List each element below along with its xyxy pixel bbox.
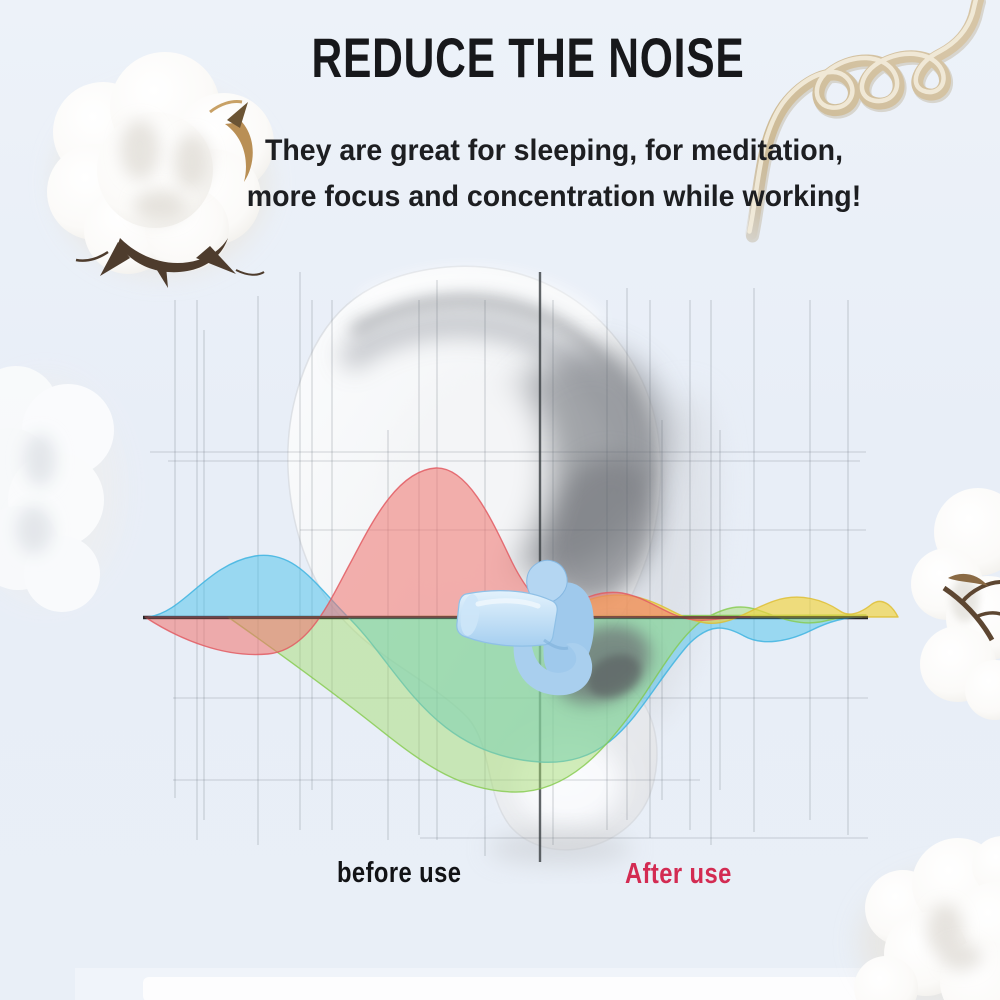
wave-green	[227, 606, 867, 793]
page-title: REDUCE THE NOISE	[311, 26, 745, 89]
subtitle-line-2: more focus and concentration while worki…	[246, 180, 862, 213]
earplug	[456, 559, 650, 703]
cotton-bracts	[75, 100, 265, 288]
bottom-card-edge	[75, 968, 893, 1000]
subtitle: They are great for sleeping, for meditat…	[79, 128, 1000, 220]
cotton-boll-top-left-icon	[47, 52, 274, 288]
earplug-flange-top	[526, 559, 568, 603]
curled-ribbon-icon	[745, 0, 986, 243]
earplug-flange-curl	[513, 626, 593, 696]
wave-red	[144, 467, 751, 656]
cotton-boll-right-icon	[911, 488, 1000, 720]
cotton-balls-left-icon	[0, 366, 123, 612]
subtitle-line-1: They are great for sleeping, for meditat…	[264, 134, 844, 167]
cotton-balls-bottom-right-icon	[854, 836, 1000, 1000]
label-before-use: before use	[337, 857, 462, 889]
label-after-use: After use	[625, 858, 732, 890]
